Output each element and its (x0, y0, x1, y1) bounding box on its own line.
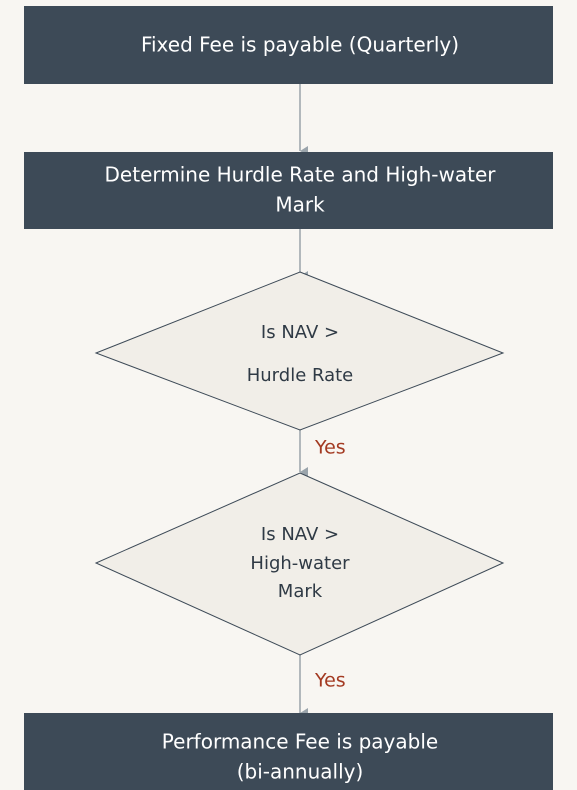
edge-label: Yes (314, 670, 346, 692)
node-text: Performance Fee is payable (162, 730, 438, 754)
node-text: Mark (278, 581, 323, 602)
node-text: High-water (250, 553, 350, 574)
node-text: Mark (275, 193, 325, 217)
node-text: Is NAV > (261, 322, 339, 343)
node-text: Is NAV > (261, 524, 339, 545)
node-text: Determine Hurdle Rate and High-water (105, 163, 497, 187)
decision-diamond (94, 472, 505, 656)
process-box (24, 713, 553, 790)
node-text: Fixed Fee is payable (Quarterly) (141, 33, 459, 57)
process-box (24, 6, 553, 84)
process-box (24, 152, 553, 229)
edge-label: Yes (314, 437, 346, 459)
decision-diamond (94, 271, 505, 431)
node-text: Hurdle Rate (247, 365, 354, 386)
node-text: (bi-annually) (237, 760, 364, 784)
